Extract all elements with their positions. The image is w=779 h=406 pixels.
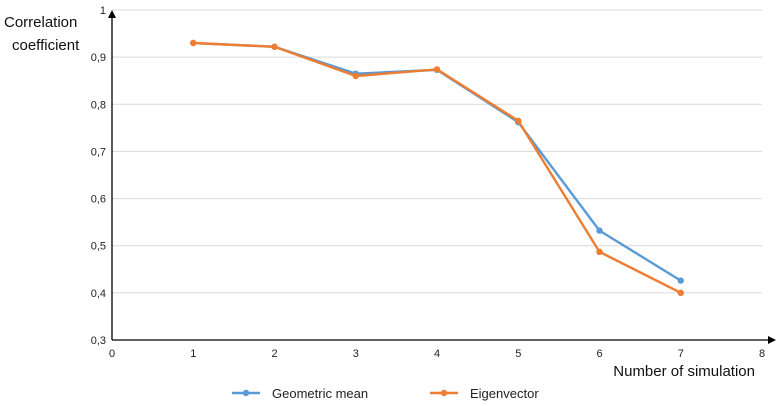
x-tick-label: 0 [109,348,115,360]
series-line-2 [193,41,682,294]
y-axis-label-line-1: Correlation [4,14,77,31]
x-tick-label: 8 [759,348,765,360]
x-tick-label: 6 [596,348,602,360]
data-point [596,248,603,256]
data-point [677,277,684,284]
y-tick-label: 1 [100,5,106,17]
series-line-1 [193,41,682,282]
x-tick-label: 2 [271,348,277,360]
data-point [352,72,359,80]
y-tick-label: 0,8 [91,99,106,111]
x-tick-label: 3 [353,348,359,360]
tick-labels: 0,3 0,4 0,5 0,6 0,7 0,8 0,9 1 0 1 2 3 4 5 6 7 8 [91,5,765,360]
data-point [271,43,278,50]
data-point [515,117,522,124]
x-axis-arrow-icon [768,336,776,344]
data-point [190,39,197,47]
gridlines [112,9,762,294]
y-tick-label: 0,5 [91,241,106,253]
x-axis-label: Number of simulation [613,363,755,380]
x-tick-label: 7 [678,348,684,360]
x-tick-label: 5 [515,348,521,360]
y-tick-label: 0,6 [91,194,106,206]
data-point [677,289,684,297]
series-group [190,39,684,297]
data-point [596,227,603,234]
y-tick-label: 0,9 [91,52,106,64]
legend-swatch-marker [440,389,448,397]
data-point [433,66,441,73]
y-axis-label-line-2: coefficient [12,37,80,54]
legend: Geometric mean Eigenvector [232,386,539,401]
legend-label: Geometric mean [272,386,368,401]
axes [108,10,776,344]
legend-swatch-marker [242,389,250,397]
y-tick-label: 0,3 [91,335,106,347]
x-tick-label: 1 [190,348,196,360]
legend-label: Eigenvector [470,386,539,401]
y-axis-arrow-icon [108,10,116,18]
y-tick-label: 0,7 [91,146,106,158]
x-tick-label: 4 [434,348,440,360]
y-tick-label: 0,4 [91,288,106,300]
